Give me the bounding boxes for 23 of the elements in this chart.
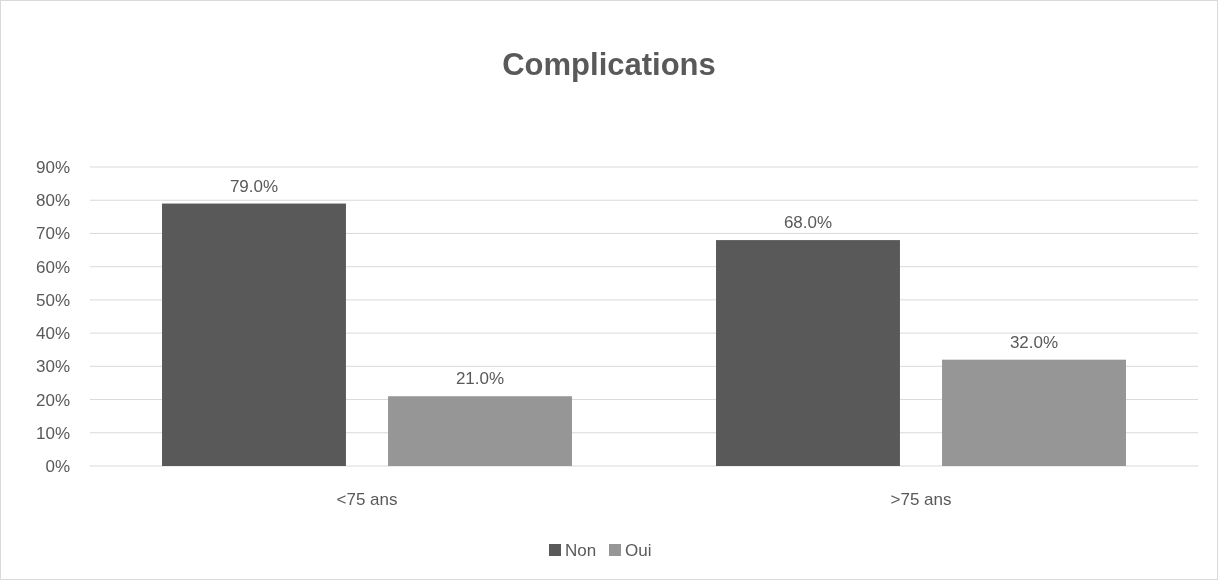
- data-label: 21.0%: [455, 369, 505, 389]
- data-label: 32.0%: [1009, 332, 1059, 352]
- y-tick-label: 20%: [35, 390, 70, 410]
- data-label: 68.0%: [783, 213, 833, 233]
- chart-title: Complications: [502, 47, 716, 82]
- y-tick-label: 50%: [35, 290, 70, 310]
- y-tick-label: 10%: [35, 423, 70, 443]
- legend-label: Non: [565, 540, 597, 560]
- y-tick-label: 40%: [35, 324, 70, 344]
- bar: [162, 203, 346, 466]
- bar: [942, 359, 1126, 466]
- y-tick-label: 0%: [45, 456, 70, 476]
- y-tick-label: 80%: [35, 191, 70, 211]
- bar: [716, 240, 900, 466]
- y-tick-label: 70%: [35, 224, 70, 244]
- bar: [388, 396, 572, 466]
- x-tick-label: >75 ans: [890, 490, 952, 509]
- x-tick-label: <75 ans: [336, 490, 398, 509]
- legend-label: Oui: [625, 540, 652, 560]
- data-label: 79.0%: [229, 176, 279, 196]
- y-tick-label: 30%: [35, 357, 70, 377]
- y-tick-label: 90%: [35, 157, 70, 177]
- y-tick-label: 60%: [35, 257, 70, 277]
